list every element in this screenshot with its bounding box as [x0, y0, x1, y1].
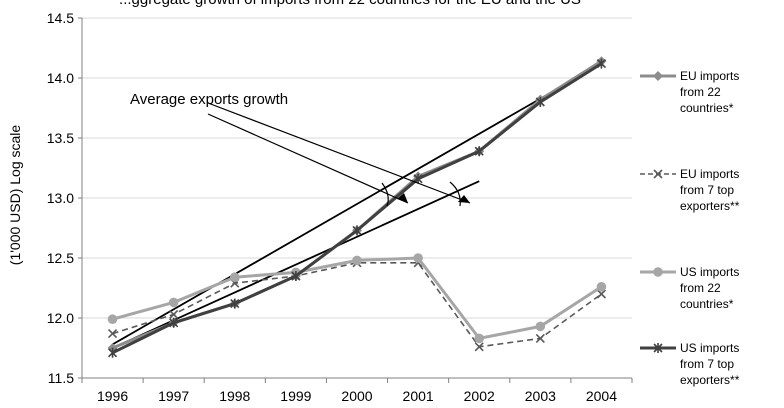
data-point	[474, 342, 484, 352]
legend-label: EU imports	[680, 69, 739, 83]
trend-line	[112, 62, 602, 346]
legend-label: US imports	[680, 341, 739, 355]
data-point	[474, 333, 485, 344]
legend-label: from 22	[680, 85, 721, 99]
annotation-pointer	[207, 113, 409, 204]
legend: EU imports from 22 countries* EU imports fro…	[640, 69, 740, 387]
data-point	[535, 97, 545, 107]
annotation: Average exports growth	[130, 91, 471, 207]
series-line	[112, 261, 602, 348]
data-point	[107, 347, 118, 358]
legend-label: EU imports	[680, 167, 739, 181]
data-point	[474, 146, 484, 157]
data-point	[229, 272, 240, 283]
data-point	[168, 297, 179, 308]
data-point	[107, 329, 118, 339]
x-tick-label: 1999	[280, 388, 311, 404]
series-group	[107, 56, 607, 358]
legend-label: exporters**	[680, 373, 740, 387]
y-axis-label: (1'000 USD) Log scale	[7, 125, 23, 266]
x-tick-label: 1998	[219, 388, 250, 404]
series-4	[107, 58, 607, 358]
data-point	[596, 282, 607, 292]
annotation-pointer	[207, 102, 471, 204]
legend-label: from 7 top	[680, 357, 734, 371]
x-tick-label: 2003	[525, 388, 556, 404]
legend-item-1: EU imports from 22 countries*	[640, 69, 739, 115]
axes	[78, 17, 633, 383]
arrowhead	[397, 193, 408, 203]
data-point	[413, 173, 423, 184]
legend-label: from 22	[680, 281, 721, 295]
arrowhead	[458, 195, 470, 203]
y-tick-label: 14.5	[47, 10, 74, 26]
data-point	[653, 169, 663, 179]
data-point	[653, 343, 663, 353]
y-tick-label: 12.0	[47, 310, 74, 326]
y-tick-labels: 11.5 12.0 12.5 13.0 13.5 14.0 14.5	[47, 10, 74, 386]
legend-item-2: EU imports from 7 top exporters**	[640, 167, 740, 213]
data-point	[535, 333, 545, 343]
data-point	[352, 255, 362, 266]
x-tick-labels: 1996 1997 1998 1999 2000 2001 2002 2003 2004	[97, 388, 617, 404]
gridlines	[82, 17, 632, 319]
data-point	[291, 271, 301, 281]
series-3	[107, 253, 607, 344]
data-point	[107, 314, 118, 325]
data-point	[653, 71, 663, 81]
y-tick-label: 12.5	[47, 250, 74, 266]
data-point	[352, 225, 362, 236]
y-tick-label: 13.5	[47, 130, 74, 146]
data-point	[596, 289, 607, 299]
legend-item-4: US imports from 7 top exporters**	[640, 341, 740, 387]
x-tick-label: 2004	[586, 388, 617, 404]
x-tick-label: 2002	[464, 388, 495, 404]
y-tick-label: 11.5	[48, 370, 74, 386]
data-point	[596, 58, 607, 69]
angle-arc	[449, 181, 461, 207]
chart-title: ...ggregate growth of imports from 22 co…	[119, 0, 581, 8]
legend-label: exporters**	[680, 199, 740, 213]
data-point	[230, 298, 240, 309]
data-point	[413, 253, 423, 263]
legend-label: from 7 top	[680, 183, 734, 197]
series-line	[112, 256, 603, 341]
x-tick-label: 1996	[97, 388, 128, 404]
data-point	[169, 317, 179, 328]
legend-label: countries*	[680, 101, 734, 115]
legend-item-3: US imports from 22 countries*	[640, 265, 739, 311]
data-point	[169, 309, 179, 319]
y-tick-label: 14.0	[47, 70, 74, 86]
x-tick-label: 2001	[403, 388, 434, 404]
data-point	[653, 267, 663, 277]
y-tick-label: 13.0	[47, 190, 74, 206]
annotation-text: Average exports growth	[130, 91, 288, 108]
legend-label: US imports	[680, 265, 739, 279]
legend-label: countries*	[680, 297, 734, 311]
angle-arc	[381, 182, 389, 207]
x-tick-label: 2000	[341, 388, 372, 404]
data-point	[535, 321, 546, 332]
x-tick-label: 1997	[158, 388, 189, 404]
